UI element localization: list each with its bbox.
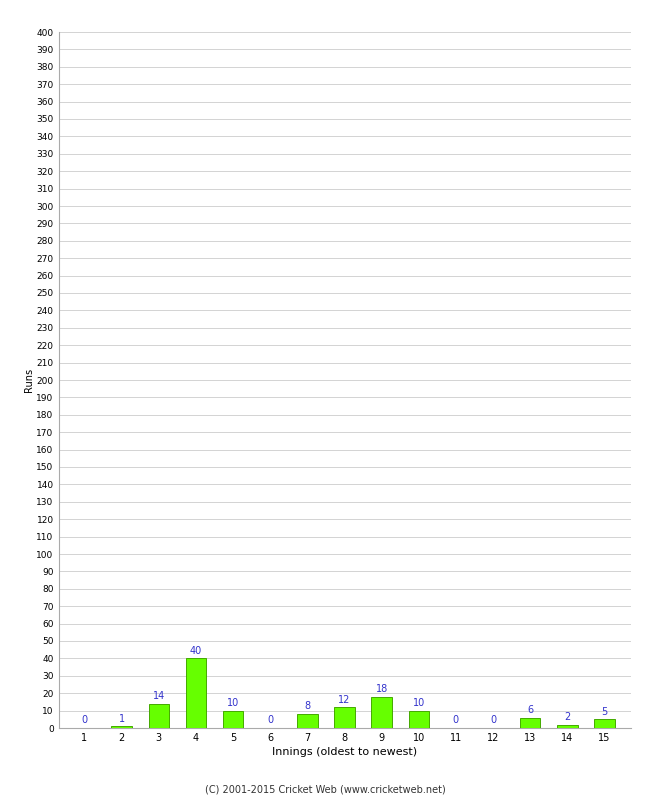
Text: 12: 12	[338, 694, 351, 705]
Bar	[186, 658, 206, 728]
Text: 0: 0	[453, 715, 459, 726]
Bar	[297, 714, 318, 728]
X-axis label: Innings (oldest to newest): Innings (oldest to newest)	[272, 747, 417, 757]
Bar	[594, 719, 615, 728]
Bar	[557, 725, 578, 728]
Bar	[371, 697, 392, 728]
Text: 6: 6	[527, 705, 533, 715]
Text: 40: 40	[190, 646, 202, 656]
Text: 0: 0	[490, 715, 496, 726]
Text: 18: 18	[376, 684, 388, 694]
Text: 8: 8	[304, 702, 311, 711]
Text: 0: 0	[267, 715, 273, 726]
Y-axis label: Runs: Runs	[23, 368, 34, 392]
Bar	[111, 726, 132, 728]
Text: 1: 1	[118, 714, 125, 724]
Text: 2: 2	[564, 712, 571, 722]
Text: 0: 0	[81, 715, 88, 726]
Bar	[520, 718, 540, 728]
Text: 10: 10	[413, 698, 425, 708]
Bar	[223, 710, 243, 728]
Text: 5: 5	[601, 706, 608, 717]
Text: 14: 14	[153, 691, 165, 701]
Bar	[149, 704, 169, 728]
Text: (C) 2001-2015 Cricket Web (www.cricketweb.net): (C) 2001-2015 Cricket Web (www.cricketwe…	[205, 784, 445, 794]
Bar	[409, 710, 429, 728]
Bar	[334, 707, 355, 728]
Text: 10: 10	[227, 698, 239, 708]
